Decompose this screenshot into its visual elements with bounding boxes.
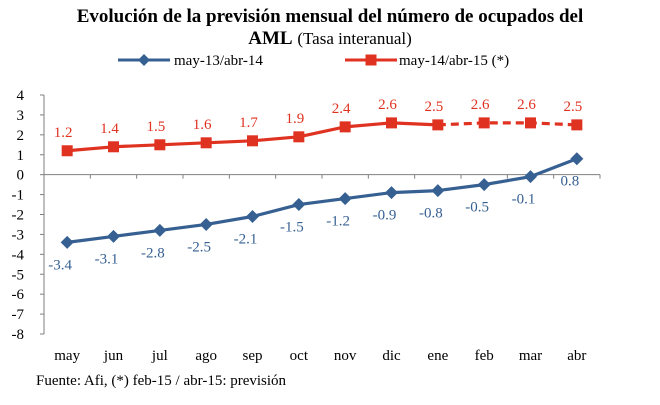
data-point-square (293, 131, 305, 143)
y-tick-label: -4 (12, 247, 25, 263)
data-label: 2.6 (378, 97, 397, 113)
data-label: -3.4 (48, 257, 72, 273)
data-label: 1.2 (54, 125, 73, 141)
y-tick-label: 4 (17, 88, 25, 104)
data-label: -0.9 (373, 208, 397, 224)
data-point-diamond (153, 223, 167, 237)
data-label: 2.6 (517, 97, 536, 113)
data-point-diamond (199, 217, 213, 231)
data-point-square (525, 117, 536, 129)
data-point-square (108, 141, 119, 153)
legend-marker-diamond (138, 54, 150, 66)
data-point-diamond (107, 229, 120, 243)
y-tick-label: -6 (12, 287, 25, 303)
data-point-square (154, 139, 166, 151)
data-point-square (571, 119, 583, 131)
data-point-square (386, 117, 397, 129)
y-tick-label: 3 (17, 108, 25, 124)
x-tick-label: mar (519, 348, 542, 364)
x-tick-label: feb (475, 348, 494, 364)
x-tick-label: nov (334, 348, 357, 364)
data-label: 2.5 (563, 99, 582, 115)
data-point-square (247, 135, 258, 147)
source-note: Fuente: Afi, (*) feb-15 / abr-15: previs… (36, 373, 287, 389)
chart-title: Evolución de la previsión mensual del nú… (76, 6, 584, 27)
x-tick-label: jul (151, 348, 168, 364)
data-label: -1.5 (280, 220, 304, 236)
legend-marker-square (365, 54, 377, 66)
chart-title-line2: AML (Tasa interanual) (0, 28, 660, 50)
x-tick-label: sep (243, 348, 263, 364)
y-tick-label: -3 (12, 227, 25, 243)
data-label: -0.1 (512, 192, 536, 208)
data-point-diamond (431, 184, 445, 198)
data-point-diamond (338, 192, 352, 206)
data-point-square (61, 145, 73, 157)
data-label: -0.5 (465, 200, 489, 216)
legend-label: may-13/abr-14 (174, 53, 263, 69)
data-label: 0.8 (560, 174, 579, 190)
data-label: -2.1 (234, 231, 258, 247)
data-label: 2.6 (471, 97, 490, 113)
data-label: 1.4 (100, 121, 119, 137)
y-tick-label: -2 (12, 208, 25, 224)
y-tick-label: -8 (12, 327, 25, 343)
data-point-square (339, 121, 351, 133)
data-point-diamond (524, 170, 537, 184)
data-label: -2.8 (141, 245, 165, 261)
data-label: 1.7 (239, 115, 258, 131)
x-tick-label: ago (195, 348, 217, 364)
chart-title-aml: AML (248, 28, 293, 49)
legend: may-13/abr-14 may-14/abr-15 (*) (118, 53, 509, 69)
y-tick-label: -7 (12, 307, 25, 323)
x-tick-label: may (54, 348, 80, 364)
y-tick-label: 1 (17, 148, 25, 164)
axes: 4 3 2 1 0 -1 -2 -3 -4 -5 -6 -7 -8 may jun jul ago sep oct n… (12, 88, 601, 364)
data-label: -2.5 (187, 239, 211, 255)
x-tick-label: dic (382, 348, 401, 364)
data-label: 2.4 (332, 101, 351, 117)
legend-label: may-14/abr-15 (*) (399, 53, 509, 69)
x-tick-label: ene (427, 348, 448, 364)
data-label: 2.5 (424, 99, 443, 115)
data-point-diamond (570, 152, 584, 166)
data-label: -0.8 (419, 206, 443, 222)
data-label: 1.9 (285, 111, 304, 127)
data-point-diamond (246, 209, 259, 223)
series-line-1 (66, 157, 578, 244)
chart-subtitle: (Tasa interanual) (297, 29, 412, 48)
x-tick-label: abr (567, 348, 586, 364)
y-tick-label: 2 (17, 128, 25, 144)
x-tick-label: jun (103, 348, 124, 364)
data-label: -3.1 (95, 251, 119, 267)
data-point-square (432, 119, 444, 131)
data-point-diamond (385, 186, 398, 200)
data-label: -1.2 (326, 214, 350, 230)
data-label: 1.6 (193, 117, 212, 133)
data-point-square (200, 137, 212, 149)
data-label: 1.5 (146, 119, 165, 135)
y-tick-label: -1 (12, 188, 25, 204)
data-point-diamond (292, 198, 306, 212)
x-tick-label: oct (290, 348, 309, 364)
series-line-dashed-2 (437, 121, 577, 127)
y-tick-label: -5 (12, 267, 25, 283)
data-point-square (478, 117, 490, 129)
y-tick-label: 0 (17, 168, 25, 184)
series-layer: -3.4 -3.1 -2.8 -2.5 -2.1 -1.5 -1.2 -0.9 -0.8 -0.5… (48, 97, 584, 273)
data-point-diamond (60, 235, 74, 249)
data-point-diamond (477, 178, 491, 192)
